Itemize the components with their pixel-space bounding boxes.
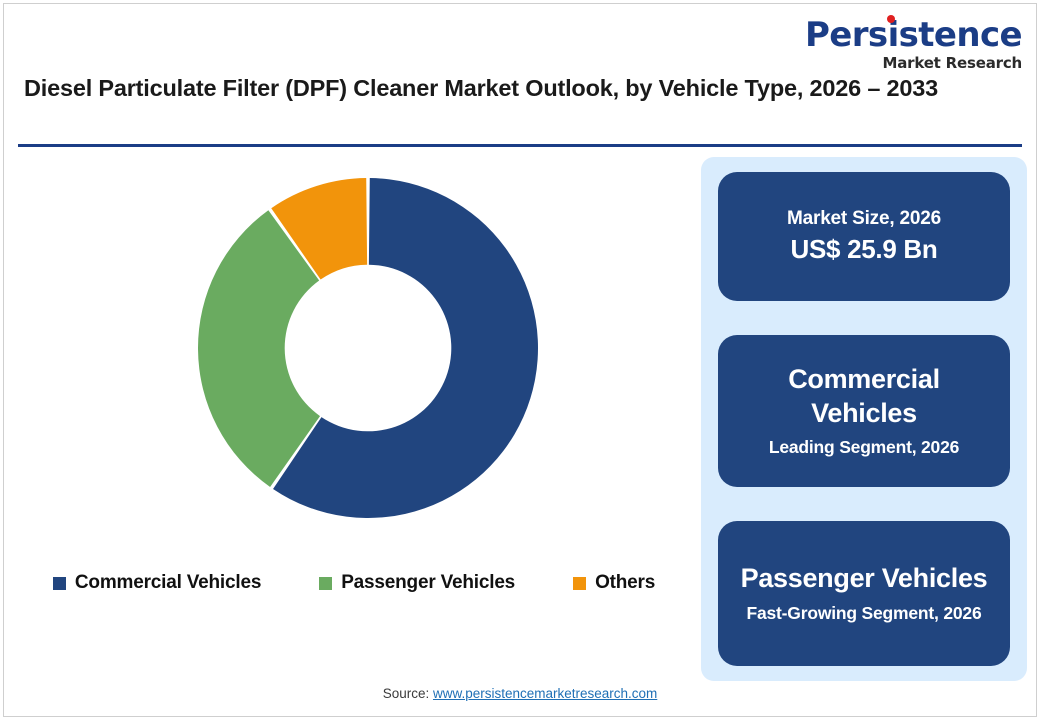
donut-slices: [198, 178, 538, 518]
donut-slice-others: [271, 178, 368, 280]
leading-segment-name: Commercial Vehicles: [788, 363, 940, 428]
legend-swatch-icon: [52, 576, 66, 590]
legend-item-commercial-vehicles: Commercial Vehicles: [52, 572, 262, 594]
source-prefix: Source:: [382, 686, 433, 701]
logo-wordmark: Persistence: [804, 15, 1023, 55]
market-size-value: US$ 25.9 Bn: [790, 233, 938, 264]
legend-label: Others: [595, 572, 656, 593]
legend-item-others: Others: [573, 572, 655, 594]
chart-area: [18, 160, 688, 560]
market-size-label: Market Size, 2026: [787, 207, 941, 229]
legend-swatch-icon: [573, 576, 587, 590]
highlights-panel: Market Size, 2026 US$ 25.9 Bn Commercial…: [701, 157, 1027, 681]
leading-segment-card: Commercial Vehicles Leading Segment, 202…: [718, 335, 1010, 487]
legend-label: Commercial Vehicles: [74, 572, 262, 593]
donut-slice-commercial-vehicles: [273, 178, 538, 518]
fast-growing-segment-name: Passenger Vehicles: [740, 563, 988, 594]
page-title: Diesel Particulate Filter (DPF) Cleaner …: [24, 75, 938, 101]
market-size-card: Market Size, 2026 US$ 25.9 Bn: [718, 172, 1010, 301]
title-divider: [18, 144, 1022, 147]
brand-logo: Persistence Market Research: [800, 15, 1023, 72]
chart-legend: Commercial Vehicles Passenger Vehicles Oth…: [18, 572, 690, 594]
legend-swatch-icon: [319, 576, 333, 590]
source-line: Source: www.persistencemarketresearch.co…: [0, 686, 1040, 701]
fast-growing-segment-caption: Fast-Growing Segment, 2026: [746, 602, 982, 623]
leading-segment-caption: Leading Segment, 2026: [768, 437, 960, 458]
fast-growing-segment-card: Passenger Vehicles Fast-Growing Segment,…: [718, 521, 1010, 666]
logo-tagline: Market Research: [882, 54, 1022, 72]
logo-dot-icon: [886, 15, 895, 23]
legend-item-passenger-vehicles: Passenger Vehicles: [319, 572, 515, 594]
donut-chart-svg: [198, 178, 538, 518]
source-link[interactable]: www.persistencemarketresearch.com: [432, 686, 658, 701]
logo-name: Persistence: [804, 15, 1023, 55]
donut-chart: [198, 178, 538, 518]
donut-slice-passenger-vehicles: [198, 210, 321, 487]
legend-label: Passenger Vehicles: [341, 572, 516, 593]
